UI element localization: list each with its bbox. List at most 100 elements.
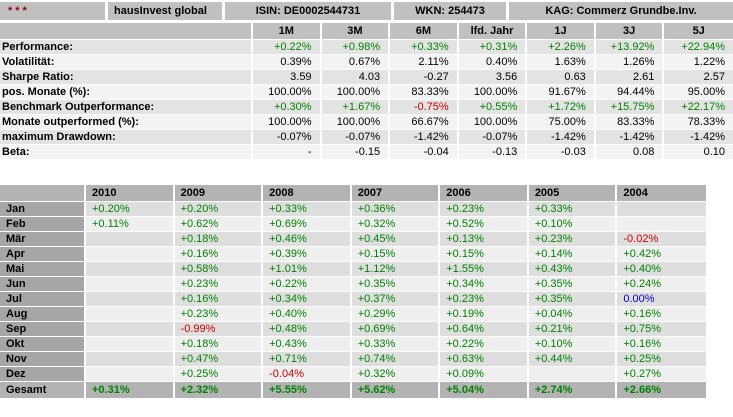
metric-value-cell: 83.33% [390,85,459,100]
month-value-cell [86,337,175,352]
month-value-cell: +1.01% [263,262,352,277]
month-value-cell [86,367,175,382]
month-row: Sep -0.99% +0.48% +0.69% +0.64% +0.21% +0.75% [0,322,706,337]
period-column-header: lfd. Jahr [458,23,528,40]
month-value-cell: +0.33% [528,202,618,217]
metric-value-cell: 100.00% [458,115,528,130]
month-value-cell: +0.35% [528,277,618,292]
month-label: Jan [0,202,86,217]
month-row: Aug +0.23% +0.40% +0.29% +0.19% +0.04% +0.16% [0,307,706,322]
month-value-cell: +0.23% [528,232,618,247]
month-value-cell: -0.02% [617,232,706,247]
metric-value-cell: +0.55% [458,100,528,115]
month-value-cell: +0.47% [174,352,264,367]
metric-value-cell: 1.22% [664,55,733,70]
metric-value-cell: 66.67% [390,115,459,130]
metric-value-cell: 0.40% [458,55,528,70]
metric-value-cell: -0.15 [321,145,391,160]
metric-value-cell: 100.00% [458,85,528,100]
month-label: Okt [0,337,86,352]
month-value-cell: +0.74% [351,352,441,367]
month-value-cell: +0.35% [351,277,441,292]
metric-value-cell: +0.22% [253,40,322,55]
month-label: Jul [0,292,86,307]
month-value-cell: +0.62% [174,217,264,232]
month-value-cell: +0.25% [174,367,264,382]
month-label: Mär [0,232,86,247]
monthly-returns-table: 2010 2009 2008 2007 2006 2005 2004 Jan +0.20% +0… [0,185,706,399]
metric-row: Monate outperformed (%): 100.00% 100.00% 66… [0,115,733,130]
metric-value-cell: 3.59 [253,70,322,85]
metric-value-cell: -0.75% [390,100,459,115]
metric-label: maximum Drawdown: [0,130,253,145]
metric-value-cell: -1.42% [390,130,459,145]
month-label: Mai [0,262,86,277]
month-value-cell: +0.18% [174,337,264,352]
metric-value-cell: 2.57 [664,70,733,85]
metric-value-cell: 100.00% [321,85,391,100]
month-value-cell: +0.63% [440,352,529,367]
year-column-header: 2006 [440,185,529,202]
month-value-cell [86,307,175,322]
metric-row: Sharpe Ratio: 3.59 4.03 -0.27 3.56 0.63 2.61 2.… [0,70,733,85]
month-value-cell: +0.46% [263,232,352,247]
month-row: Jul +0.16% +0.34% +0.37% +0.23% +0.35% 0.00% [0,292,706,307]
metric-value-cell: 100.00% [253,85,322,100]
month-value-cell: +0.36% [351,202,441,217]
metric-value-cell: -1.42% [527,130,596,145]
period-column-header: 6M [390,23,459,40]
metric-value-cell: +2.26% [527,40,596,55]
month-value-cell: +0.29% [351,307,441,322]
month-value-cell: +0.15% [351,247,441,262]
metric-value-cell: 100.00% [321,115,391,130]
month-value-cell: +0.27% [617,367,706,382]
metric-label: pos. Monate (%): [0,85,253,100]
metric-value-cell: 0.08 [595,145,665,160]
month-row: Okt +0.18% +0.43% +0.33% +0.22% +0.10% +0.16% [0,337,706,352]
key-figures-table: 1M 3M 6M lfd. Jahr 1J 3J 5J Performance: +0.22%… [0,23,733,160]
metric-value-cell: +0.31% [458,40,528,55]
period-column-header: 3M [321,23,391,40]
metric-value-cell: -0.07% [253,130,322,145]
metric-value-cell: -0.27 [390,70,459,85]
metric-label: Volatilität: [0,55,253,70]
metric-value-cell: +13.92% [595,40,665,55]
metric-value-cell: 78.33% [664,115,733,130]
month-value-cell: +0.34% [440,277,529,292]
month-value-cell: +0.14% [528,247,618,262]
month-row: Jan +0.20% +0.20% +0.33% +0.36% +0.23% +0.33% [0,202,706,217]
month-label: Sep [0,322,86,337]
period-column-header: 1M [253,23,322,40]
metric-value-cell: 0.10 [664,145,733,160]
month-value-cell: +0.04% [528,307,618,322]
month-value-cell [86,247,175,262]
metric-row: Beta: - -0.15 -0.04 -0.13 -0.03 0.08 0.10 [0,145,733,160]
period-column-header: 5J [664,23,733,40]
metric-value-cell: -0.07% [458,130,528,145]
metric-value-cell: 0.63 [527,70,596,85]
total-value-cell: +2.66% [617,382,706,399]
month-value-cell: +0.52% [440,217,529,232]
month-value-cell [86,292,175,307]
metric-label: Performance: [0,40,253,55]
month-value-cell: +0.69% [351,322,441,337]
metric-value-cell: 0.67% [321,55,391,70]
month-value-cell [86,232,175,247]
month-value-cell: +0.16% [174,292,264,307]
month-value-cell: +0.09% [440,367,529,382]
metric-value-cell: 100.00% [253,115,322,130]
metric-value-cell: -0.13 [458,145,528,160]
metric-value-cell: -1.42% [595,130,665,145]
metric-value-cell: +22.94% [664,40,733,55]
month-value-cell: +0.11% [86,217,175,232]
metric-value-cell: 3.56 [458,70,528,85]
month-value-cell: +0.35% [528,292,618,307]
month-value-cell: +0.22% [440,337,529,352]
metric-value-cell: +1.72% [527,100,596,115]
month-value-cell: -0.04% [263,367,352,382]
metric-label: Monate outperformed (%): [0,115,253,130]
total-row: Gesamt +0.31% +2.32% +5.55% +5.62% +5.04% +2.7… [0,382,706,399]
month-value-cell: +0.23% [174,277,264,292]
total-value-cell: +5.04% [440,382,529,399]
month-value-cell: +0.23% [440,202,529,217]
